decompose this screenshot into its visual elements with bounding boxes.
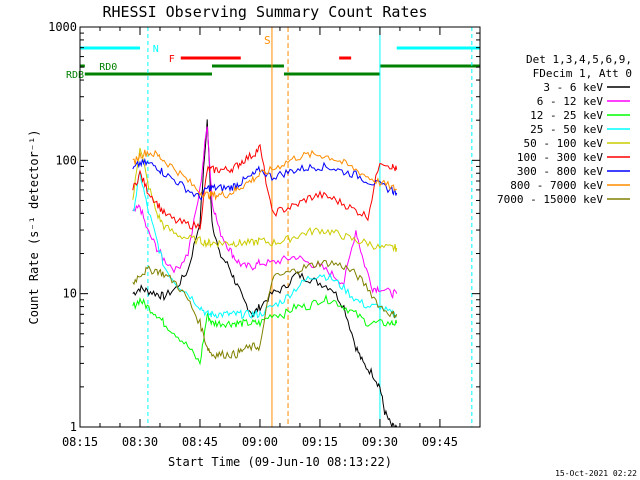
legend-label-4: 50 - 100 keV bbox=[524, 137, 604, 150]
legend: Det 1,3,4,5,6,9,FDecim 1, Att 03 - 6 keV… bbox=[497, 53, 632, 206]
x-tick-label-5: 09:30 bbox=[362, 435, 398, 449]
legend-label-5: 100 - 300 keV bbox=[517, 151, 603, 164]
flag-bar-1-1 bbox=[339, 56, 352, 60]
vertical-markers: S bbox=[79, 27, 473, 427]
series-line-5 bbox=[132, 143, 398, 230]
flag-bar-2-2 bbox=[379, 64, 480, 68]
legend-header-0: Det 1,3,4,5,6,9, bbox=[526, 53, 632, 66]
legend-label-6: 300 - 800 keV bbox=[517, 165, 603, 178]
legend-label-7: 800 - 7000 keV bbox=[510, 179, 603, 192]
legend-label-3: 25 - 50 keV bbox=[530, 123, 603, 136]
x-tick-label-4: 09:15 bbox=[302, 435, 338, 449]
legend-label-0: 3 - 6 keV bbox=[543, 81, 603, 94]
flag-bars: NF RD0 RDB bbox=[66, 44, 480, 81]
y-tick-label-2: 100 bbox=[55, 153, 77, 167]
flag-bar-0-0 bbox=[80, 46, 140, 50]
legend-label-2: 12 - 25 keV bbox=[530, 109, 603, 122]
x-tick-label-2: 08:45 bbox=[182, 435, 218, 449]
x-tick-label-0: 08:15 bbox=[62, 435, 98, 449]
flag-label-0: N bbox=[153, 44, 159, 55]
saa-label: S bbox=[264, 34, 271, 47]
flag-bar-2-1 bbox=[211, 64, 284, 68]
plot-frame bbox=[79, 26, 481, 428]
flag-bar-0-1 bbox=[396, 46, 480, 50]
y-tick-label-1: 10 bbox=[63, 287, 77, 301]
series-line-8 bbox=[132, 259, 398, 360]
series-line-7 bbox=[132, 149, 398, 201]
y-tick-label-3: 1000 bbox=[48, 20, 77, 34]
flag-label-2: RD0 bbox=[99, 62, 117, 73]
flag-bar-2-0 bbox=[80, 64, 85, 68]
flag-bar-3-1 bbox=[283, 72, 380, 76]
series-line-6 bbox=[132, 157, 398, 201]
flag-label-3: RDB bbox=[66, 70, 84, 81]
timestamp: 15-Oct-2021 02:22 bbox=[555, 469, 637, 478]
series-line-3 bbox=[132, 171, 398, 320]
flag-bar-1-0 bbox=[180, 56, 241, 60]
x-tick-label-3: 09:00 bbox=[242, 435, 278, 449]
x-tick-label-6: 09:45 bbox=[422, 435, 458, 449]
series-line-2 bbox=[132, 294, 398, 366]
legend-header-1: FDecim 1, Att 0 bbox=[533, 67, 632, 80]
flag-bar-3-0 bbox=[84, 72, 212, 76]
legend-label-1: 6 - 12 keV bbox=[537, 95, 604, 108]
y-tick-label-0: 1 bbox=[70, 420, 77, 434]
series-line-0 bbox=[132, 119, 398, 428]
x-axis-label: Start Time (09-Jun-10 08:13:22) bbox=[168, 455, 392, 469]
x-tick-label-1: 08:30 bbox=[122, 435, 158, 449]
series-line-1 bbox=[132, 126, 398, 300]
series-line-4 bbox=[132, 147, 398, 253]
axis-ticks: 08:15 08:30 08:45 09:00 09:15 09:30 09:45 1 10 10… bbox=[48, 20, 480, 449]
legend-label-8: 7000 - 15000 keV bbox=[497, 193, 603, 206]
series-layer bbox=[132, 119, 398, 428]
flag-label-1: F bbox=[169, 54, 175, 65]
chart-title: RHESSI Observing Summary Count Rates bbox=[102, 3, 427, 21]
y-axis-label: Count Rate (s⁻¹ detector⁻¹) bbox=[27, 129, 41, 324]
